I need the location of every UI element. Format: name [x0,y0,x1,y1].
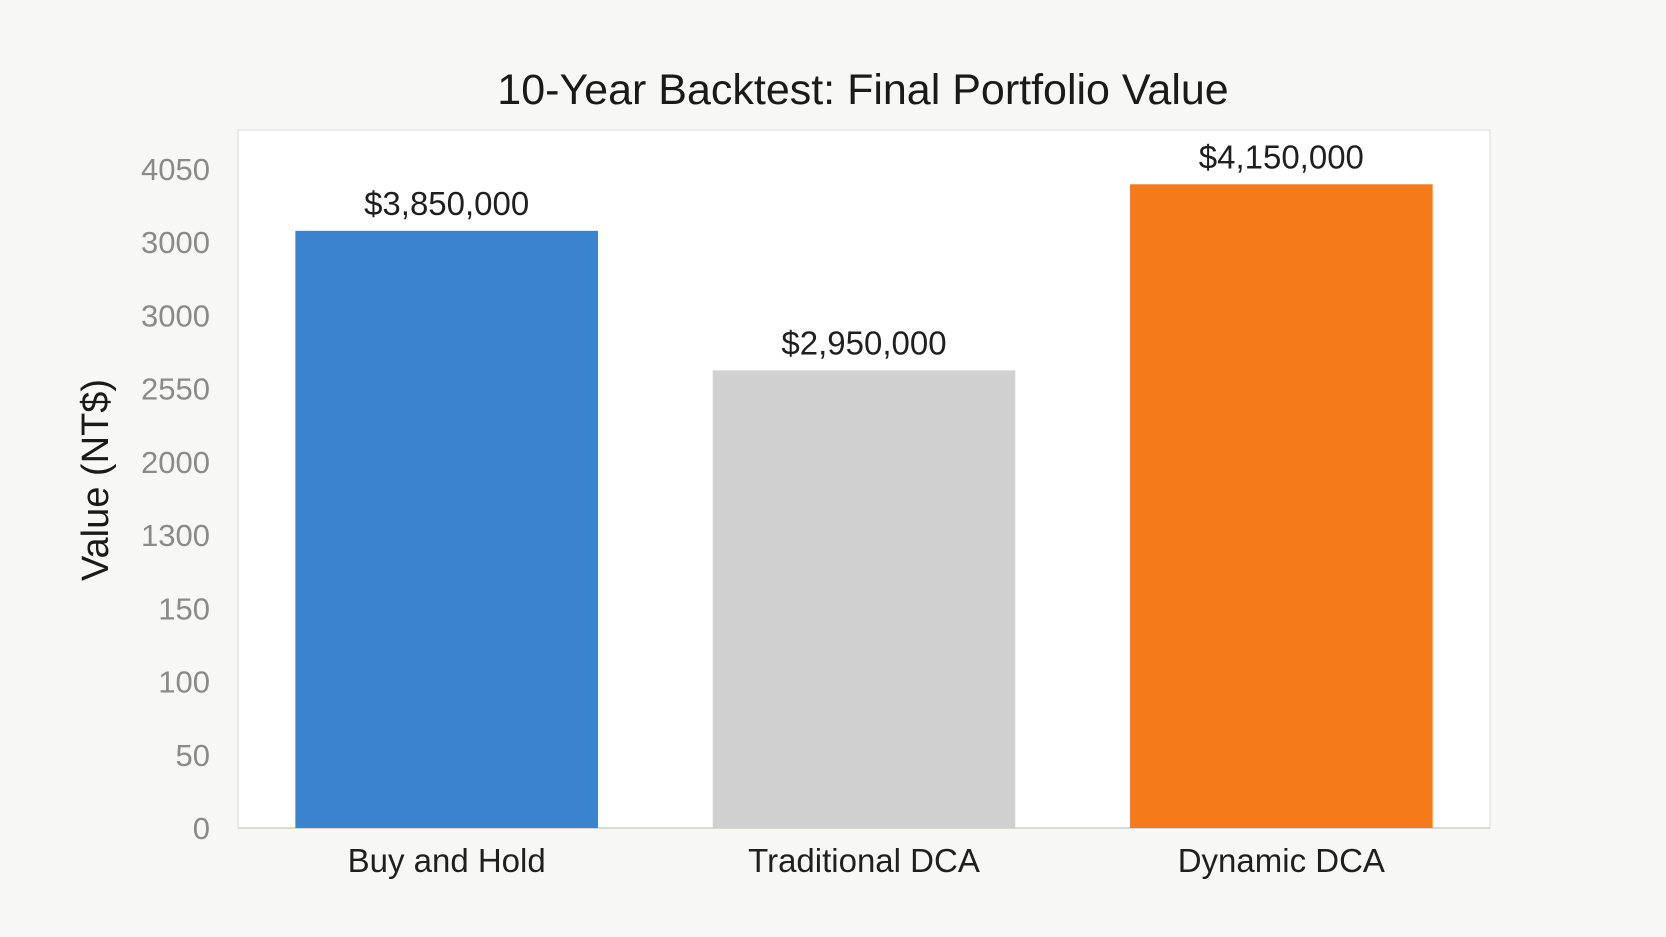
y-tick-label: 3000 [141,298,210,333]
data-label: $3,850,000 [364,185,529,222]
y-axis-label: Value (NT$) [75,379,117,581]
y-tick-label: 1300 [141,518,210,553]
y-tick-label: 0 [193,811,210,846]
data-label: $4,150,000 [1199,138,1364,175]
bar-buy-and-hold [295,230,598,829]
x-category-label: Dynamic DCA [1178,842,1385,879]
bar-series [295,184,1433,829]
x-axis-category-labels: Buy and Hold Traditional DCA Dynamic DCA [348,842,1385,879]
y-tick-label: 3000 [141,225,210,260]
y-tick-label: 150 [158,591,210,626]
y-tick-label: 2550 [141,372,210,407]
y-tick-label: 100 [158,665,210,700]
bar-traditional-dca [712,370,1016,828]
chart-title: 10-Year Backtest: Final Portfolio Value [497,66,1228,114]
y-axis-ticks: 0 50 100 150 1300 2000 2550 3000 3000 4050 [141,152,210,846]
x-category-label: Traditional DCA [748,842,980,879]
bar-dynamic-dca [1130,184,1433,829]
data-labels: $3,850,000 $2,950,000 $4,150,000 [364,138,1364,361]
y-tick-label: 2000 [141,445,210,480]
data-label: $2,950,000 [781,324,946,361]
y-tick-label: 50 [176,738,210,773]
y-tick-label: 4050 [141,152,210,187]
x-category-label: Buy and Hold [348,842,546,879]
